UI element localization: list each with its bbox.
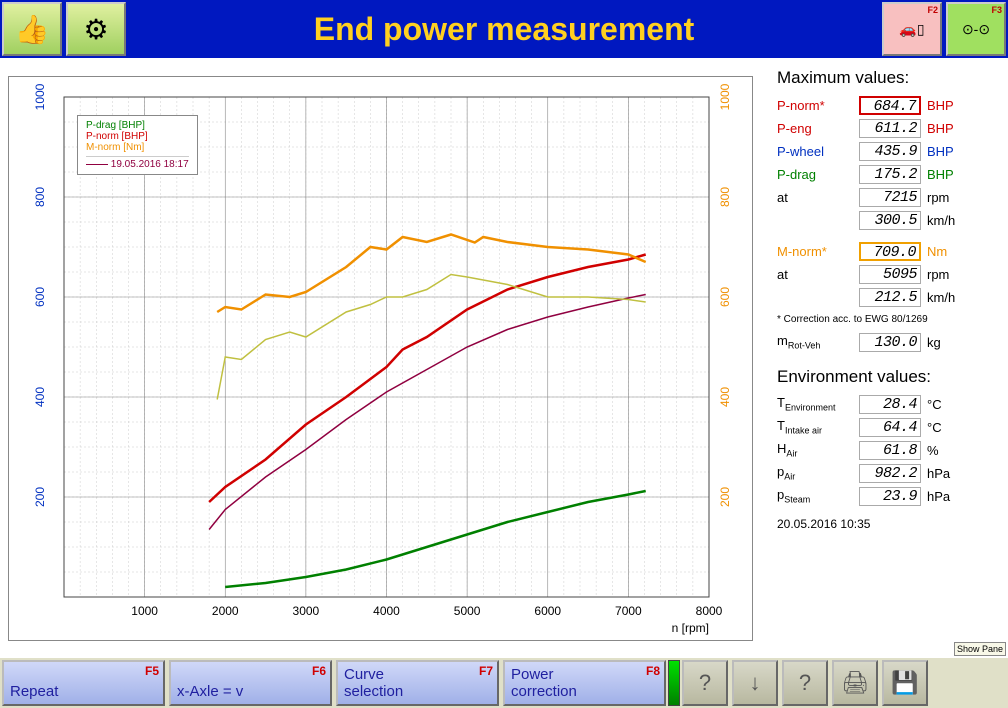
arrow-down-icon: ↓: [750, 670, 761, 696]
f-button-f6[interactable]: x-Axle = vF6: [169, 660, 332, 706]
value-row: P-drag175.2BHP: [777, 163, 1000, 185]
value-row: HAir61.8%: [777, 439, 1000, 461]
value-box: 5095: [859, 265, 921, 284]
value-box: 212.5: [859, 288, 921, 307]
value-row: TEnvironment28.4°C: [777, 393, 1000, 415]
f3-button[interactable]: F3 ⊙-⊙: [946, 2, 1006, 56]
page-title: End power measurement: [128, 0, 880, 58]
svg-text:1000: 1000: [718, 83, 732, 110]
svg-text:400: 400: [33, 387, 47, 407]
print-button[interactable]: 🖨: [832, 660, 878, 706]
value-row: TIntake air64.4°C: [777, 416, 1000, 438]
help-button[interactable]: ?: [682, 660, 728, 706]
value-box: 61.8: [859, 441, 921, 460]
engine-icon: ⚙: [83, 13, 108, 46]
value-row: pSteam23.9hPa: [777, 485, 1000, 507]
svg-text:600: 600: [718, 287, 732, 307]
value-box: 611.2: [859, 119, 921, 138]
svg-text:6000: 6000: [534, 604, 561, 618]
svg-text:n [rpm]: n [rpm]: [672, 621, 709, 635]
value-box: 709.0: [859, 242, 921, 261]
value-box: 435.9: [859, 142, 921, 161]
value-row: 300.5km/h: [777, 209, 1000, 231]
thumb-up-icon: 👍: [15, 13, 50, 46]
value-row: P-eng611.2BHP: [777, 117, 1000, 139]
engine-button[interactable]: ⚙: [66, 2, 126, 56]
value-row: P-wheel435.9BHP: [777, 140, 1000, 162]
f2-button[interactable]: F2 🚗▯: [882, 2, 942, 56]
dyno-chart: 1000 2000 3000 4000 5000 6000 7000 8000 200 200 40…: [8, 76, 753, 641]
ok-button[interactable]: 👍: [2, 2, 62, 56]
value-box: 7215: [859, 188, 921, 207]
max-values-title: Maximum values:: [777, 68, 1000, 88]
car-icon: 🚗▯: [899, 21, 924, 38]
printer-icon: 🖨: [841, 670, 869, 696]
svg-text:2000: 2000: [212, 604, 239, 618]
svg-text:200: 200: [718, 487, 732, 507]
values-panel: Maximum values: P-norm*684.7BHPP-eng611.…: [773, 58, 1008, 658]
show-pane-button[interactable]: Show Pane: [954, 642, 1006, 656]
value-row: at7215rpm: [777, 186, 1000, 208]
value-row: P-norm*684.7BHP: [777, 94, 1000, 116]
question-icon: ?: [799, 670, 811, 696]
svg-text:1000: 1000: [33, 83, 47, 110]
svg-text:200: 200: [33, 487, 47, 507]
indicator-bar: [668, 660, 680, 706]
value-box: 300.5: [859, 211, 921, 230]
value-box: 175.2: [859, 165, 921, 184]
correction-note: * Correction acc. to EWG 80/1269: [777, 314, 1000, 325]
value-row: M-norm*709.0Nm: [777, 240, 1000, 262]
svg-text:1000: 1000: [131, 604, 158, 618]
chart-legend: P-drag [BHP]P-norm [BHP]M-norm [Nm] 19.0…: [77, 115, 198, 175]
value-row: pAir982.2hPa: [777, 462, 1000, 484]
disk-icon: 💾: [891, 670, 918, 696]
f-button-f7[interactable]: Curve selectionF7: [336, 660, 499, 706]
svg-text:3000: 3000: [293, 604, 320, 618]
svg-text:7000: 7000: [615, 604, 642, 618]
timestamp: 20.05.2016 10:35: [777, 517, 1000, 531]
value-box: 982.2: [859, 464, 921, 483]
value-row: at5095rpm: [777, 263, 1000, 285]
wheels-icon: ⊙-⊙: [962, 21, 990, 38]
value-box: 23.9: [859, 487, 921, 506]
bottom-bar: RepeatF5x-Axle = vF6Curve selectionF7Pow…: [0, 658, 1008, 708]
value-box: 28.4: [859, 395, 921, 414]
svg-text:800: 800: [33, 187, 47, 207]
env-values-title: Environment values:: [777, 367, 1000, 387]
help2-button[interactable]: ?: [782, 660, 828, 706]
f-button-f5[interactable]: RepeatF5: [2, 660, 165, 706]
svg-text:800: 800: [718, 187, 732, 207]
mrot-row: mRot-Veh 130.0 kg: [777, 331, 1000, 353]
value-box: 64.4: [859, 418, 921, 437]
question-icon: ?: [699, 670, 711, 696]
down-button[interactable]: ↓: [732, 660, 778, 706]
svg-text:8000: 8000: [696, 604, 723, 618]
svg-text:4000: 4000: [373, 604, 400, 618]
value-row: 212.5km/h: [777, 286, 1000, 308]
f-button-f8[interactable]: Power correctionF8: [503, 660, 666, 706]
chart-area: 1000 2000 3000 4000 5000 6000 7000 8000 200 200 40…: [0, 58, 773, 658]
svg-text:5000: 5000: [454, 604, 481, 618]
mrot-value: 130.0: [859, 333, 921, 352]
value-box: 684.7: [859, 96, 921, 115]
top-bar: 👍 ⚙ End power measurement F2 🚗▯ F3 ⊙-⊙: [0, 0, 1008, 58]
svg-text:400: 400: [718, 387, 732, 407]
svg-text:600: 600: [33, 287, 47, 307]
save-button[interactable]: 💾: [882, 660, 928, 706]
main-area: 1000 2000 3000 4000 5000 6000 7000 8000 200 200 40…: [0, 58, 1008, 658]
